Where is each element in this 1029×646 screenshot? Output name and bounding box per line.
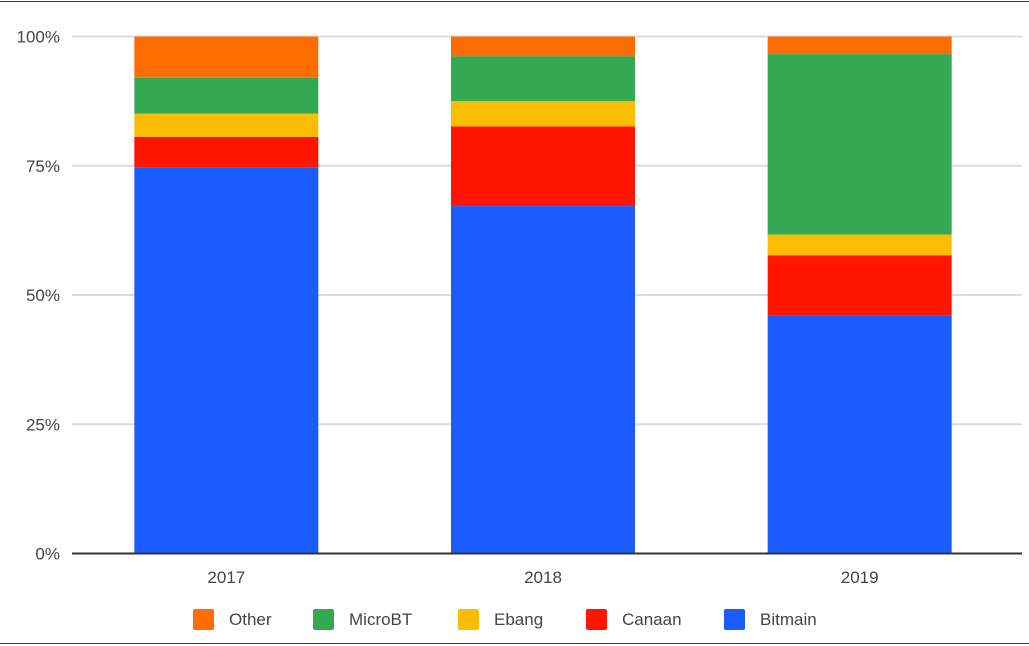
x-tick-label: 2018	[524, 568, 562, 587]
legend-label-ebang: Ebang	[494, 610, 543, 629]
y-tick-label: 0%	[35, 545, 60, 564]
y-tick-label: 100%	[17, 28, 60, 47]
bar-segment-ebang-2017	[134, 113, 319, 137]
x-tick-label: 2019	[841, 568, 879, 587]
bar-segment-other-2018	[451, 36, 635, 57]
bar-segment-bitmain-2018	[451, 206, 635, 554]
bar-segment-ebang-2018	[451, 101, 635, 127]
top-border	[0, 1, 1029, 2]
legend-label-bitmain: Bitmain	[760, 610, 817, 629]
legend-swatch-bitmain	[724, 609, 745, 630]
bar-segment-microbt-2018	[451, 56, 635, 102]
y-tick-label: 50%	[26, 286, 60, 305]
legend-label-microbt: MicroBT	[349, 610, 412, 629]
bar-segment-canaan-2019	[767, 255, 952, 316]
legend-swatch-other	[193, 609, 214, 630]
legend-swatch-canaan	[586, 609, 607, 630]
bar-segment-other-2019	[767, 36, 952, 55]
bar-segment-canaan-2017	[134, 136, 319, 168]
bar-segment-other-2017	[134, 36, 319, 78]
bar-segment-ebang-2019	[767, 234, 952, 256]
bar-segment-canaan-2018	[451, 126, 635, 207]
legend-swatch-ebang	[458, 609, 479, 630]
bottom-border	[0, 643, 1029, 644]
bar-segment-bitmain-2017	[134, 167, 319, 554]
y-tick-label: 25%	[26, 415, 60, 434]
bar-segment-bitmain-2019	[767, 315, 952, 554]
legend-swatch-microbt	[313, 609, 334, 630]
legend-label-other: Other	[229, 610, 272, 629]
y-tick-label: 75%	[26, 157, 60, 176]
bar-segment-microbt-2019	[767, 54, 952, 235]
bar-segment-microbt-2017	[134, 77, 319, 114]
x-tick-label: 2017	[207, 568, 245, 587]
legend-label-canaan: Canaan	[622, 610, 682, 629]
